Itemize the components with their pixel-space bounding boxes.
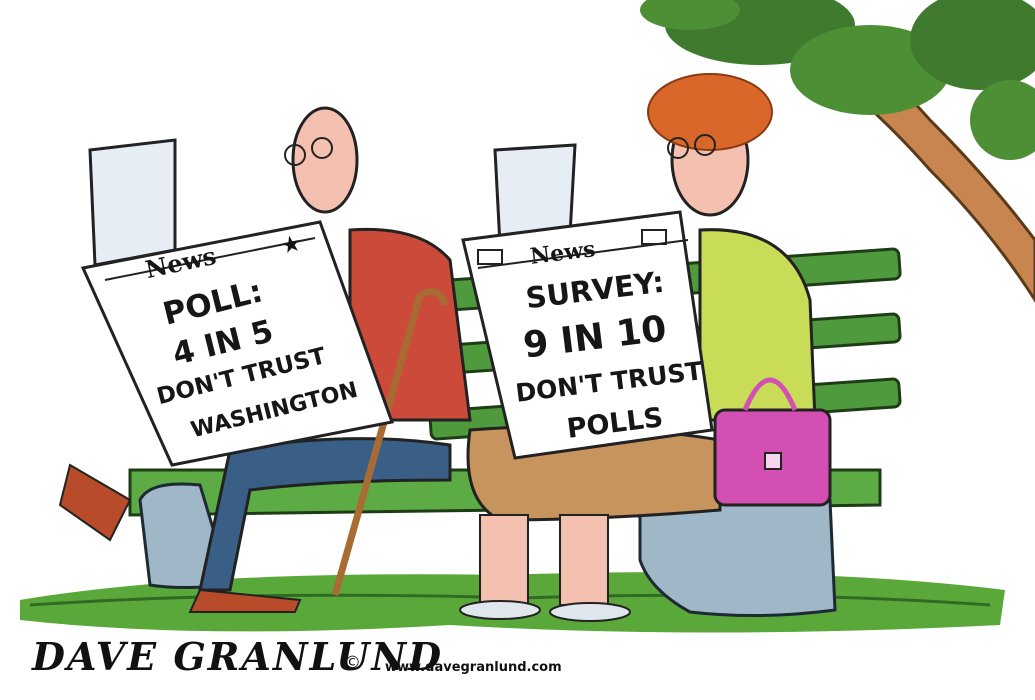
right-masthead: News	[528, 236, 597, 270]
right-newspaper	[461, 143, 714, 460]
right-headline-line-2: 9 IN 10	[521, 308, 669, 367]
left-newspaper	[80, 138, 395, 467]
artist-signature: DAVE GRANLUND	[32, 634, 444, 679]
man-reading-newspaper	[58, 106, 472, 613]
right-headline-line-1: SURVEY:	[523, 264, 667, 316]
right-headline-line-3: DON'T TRUST	[513, 356, 705, 408]
copyright-icon: ©	[344, 653, 361, 673]
website-link[interactable]: www.davegranlund.com	[385, 660, 562, 675]
tree	[640, 0, 1035, 303]
right-headline-line-4: POLLS	[565, 402, 665, 445]
